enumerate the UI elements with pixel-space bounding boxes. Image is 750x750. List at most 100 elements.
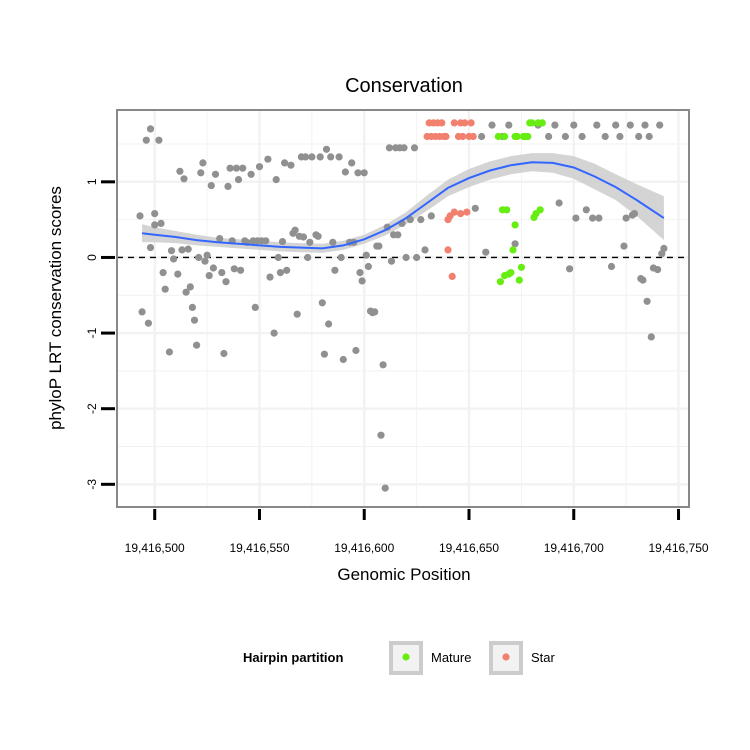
data-point [630,210,639,218]
data-point [216,235,224,243]
data-point [232,164,240,172]
legend-item-star: Star [489,641,556,675]
data-point [570,121,578,129]
data-point [155,136,163,144]
legend-item-mature: Mature [389,641,471,675]
data-point [394,231,402,239]
data-point [272,176,280,184]
data-point [197,169,205,177]
data-point [643,297,651,305]
series-star [423,119,477,280]
data-point [287,161,295,169]
data-point [174,270,182,278]
legend-label-star: Star [531,650,556,665]
data-point [469,132,477,141]
data-point [335,153,343,161]
data-point [205,272,213,280]
data-point [278,238,287,246]
data-point [151,221,159,229]
data-point [220,349,228,358]
data-point [180,175,188,183]
data-point [186,283,194,291]
data-point [566,265,574,273]
data-point [387,257,396,265]
smooth-curve [141,161,665,250]
data-point [218,269,226,277]
data-point [337,253,345,262]
data-point [406,216,414,224]
data-point [463,208,471,216]
data-point [589,214,597,222]
ribbon-area [142,153,664,253]
data-point [595,214,603,222]
series-mature [494,119,546,286]
data-point [316,153,324,161]
data-point [551,121,559,129]
data-point [417,216,425,224]
legend: Hairpin partition Mature Star [243,641,556,675]
data-point [167,247,176,255]
data-point [593,121,601,129]
y-axis-label: phyloP LRT conservation scores [46,186,65,430]
data-point [266,273,274,281]
data-point [467,119,475,127]
data-point [524,132,532,141]
data-point [660,244,668,252]
data-point [291,226,299,234]
smooth-line [141,161,665,250]
data-point [293,310,301,318]
series-other [136,121,668,492]
data-point [461,119,469,127]
y-tick-label: -1 [85,327,99,338]
data-point [622,214,630,222]
data-point [377,431,385,439]
data-point [503,206,511,214]
data-point [375,242,383,250]
data-point [329,238,337,246]
data-point [230,265,238,273]
data-point [639,276,647,284]
data-point [385,144,393,152]
y-tick-label: 0 [85,254,99,261]
x-tick-label: 19,416,750 [648,541,708,555]
data-point [421,246,429,254]
data-point [182,288,190,296]
data-point [572,214,580,222]
data-point [209,264,217,272]
grid-lines [117,110,689,507]
data-point [352,346,360,355]
confidence-ribbon [142,153,664,253]
data-point [325,320,333,328]
data-point [184,245,192,253]
data-point [457,210,465,218]
legend-swatch-star [502,653,510,661]
data-point [176,167,184,175]
data-point [159,269,167,277]
data-point [222,278,230,286]
data-point [203,251,211,259]
data-point [511,240,519,248]
data-point [364,262,372,271]
data-point [165,348,173,356]
data-point [161,285,169,293]
data-point [450,119,458,127]
data-point [251,303,259,311]
data-point [356,269,364,277]
data-point [528,119,536,127]
legend-title: Hairpin partition [243,650,343,665]
data-point [513,132,521,141]
data-point [247,170,255,178]
data-point [195,253,203,262]
data-point [545,132,553,141]
data-point [136,212,144,220]
x-tick-label: 19,416,600 [334,541,394,555]
data-point [645,132,653,141]
data-point [211,170,220,178]
data-point [410,144,419,152]
data-point [188,303,196,311]
data-point [151,210,159,218]
data-point [264,155,272,163]
data-point [170,255,178,263]
data-point [358,277,366,285]
chart-title: Conservation [345,75,463,97]
